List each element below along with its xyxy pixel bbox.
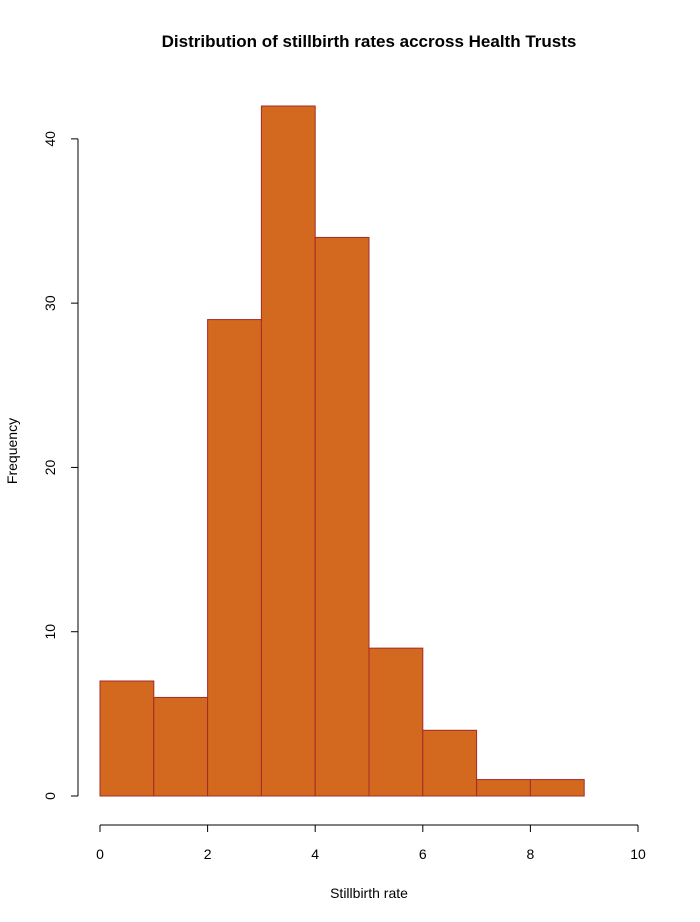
histogram-bar-9	[529, 779, 585, 797]
x-tick-label: 10	[630, 846, 646, 862]
y-axis: 0 10 20 30 40	[42, 131, 79, 800]
y-tick-label: 0	[42, 792, 58, 800]
histogram-bar-7	[422, 729, 478, 797]
x-tick-label: 8	[527, 846, 535, 862]
x-tick-label: 2	[204, 846, 212, 862]
y-tick-label: 20	[42, 459, 58, 475]
y-axis-label: Frequency	[4, 418, 20, 484]
histogram-bar-8	[476, 779, 531, 797]
x-tick-label: 0	[96, 846, 104, 862]
histogram-bar-2	[153, 696, 209, 797]
y-tick-label: 10	[42, 624, 58, 640]
x-axis-label: Stillbirth rate	[330, 885, 408, 901]
histogram-bar-1	[99, 680, 155, 797]
x-tick-label: 6	[419, 846, 427, 862]
histogram-bar-5	[314, 236, 370, 797]
histogram-bar-3	[207, 319, 262, 797]
x-tick-label: 4	[311, 846, 319, 862]
bars	[99, 105, 585, 797]
histogram-bar-4	[260, 105, 316, 797]
histogram-bar-6	[368, 647, 424, 797]
y-tick-label: 30	[42, 295, 58, 311]
x-axis: 0 2 4 6 8 10	[96, 824, 646, 862]
chart-title: Distribution of stillbirth rates accross…	[162, 32, 577, 51]
y-tick-label: 40	[42, 131, 58, 147]
